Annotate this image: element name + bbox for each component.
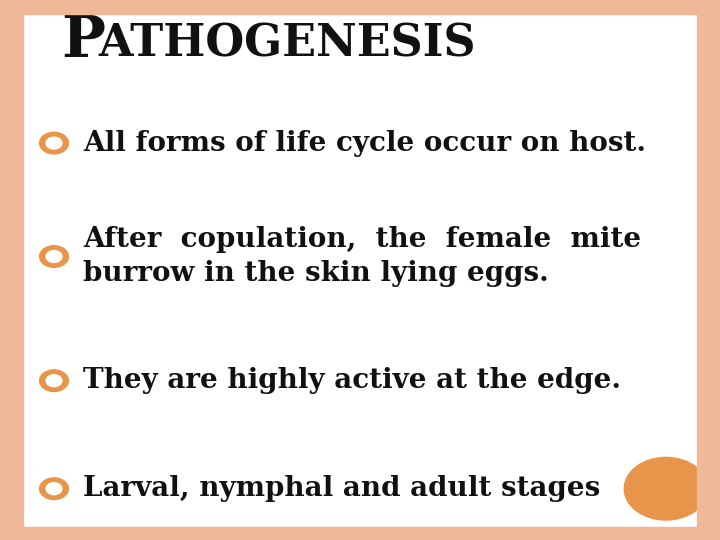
Text: ATHOGENESIS: ATHOGENESIS	[99, 23, 476, 66]
Text: P: P	[61, 13, 105, 69]
Circle shape	[46, 137, 62, 149]
Circle shape	[46, 251, 62, 262]
Text: All forms of life cycle occur on host.: All forms of life cycle occur on host.	[83, 130, 646, 157]
Circle shape	[40, 246, 68, 267]
Text: Larval, nymphal and adult stages: Larval, nymphal and adult stages	[83, 475, 600, 502]
Circle shape	[624, 457, 708, 520]
Circle shape	[40, 132, 68, 154]
Circle shape	[46, 483, 62, 495]
Circle shape	[46, 375, 62, 387]
Circle shape	[40, 478, 68, 500]
Bar	[697, 0, 720, 540]
Bar	[0, 0, 23, 540]
Bar	[0, 526, 720, 540]
Circle shape	[40, 370, 68, 392]
Bar	[0, 0, 720, 14]
Text: They are highly active at the edge.: They are highly active at the edge.	[83, 367, 621, 394]
Text: After  copulation,  the  female  mite
burrow in the skin lying eggs.: After copulation, the female mite burrow…	[83, 226, 641, 287]
